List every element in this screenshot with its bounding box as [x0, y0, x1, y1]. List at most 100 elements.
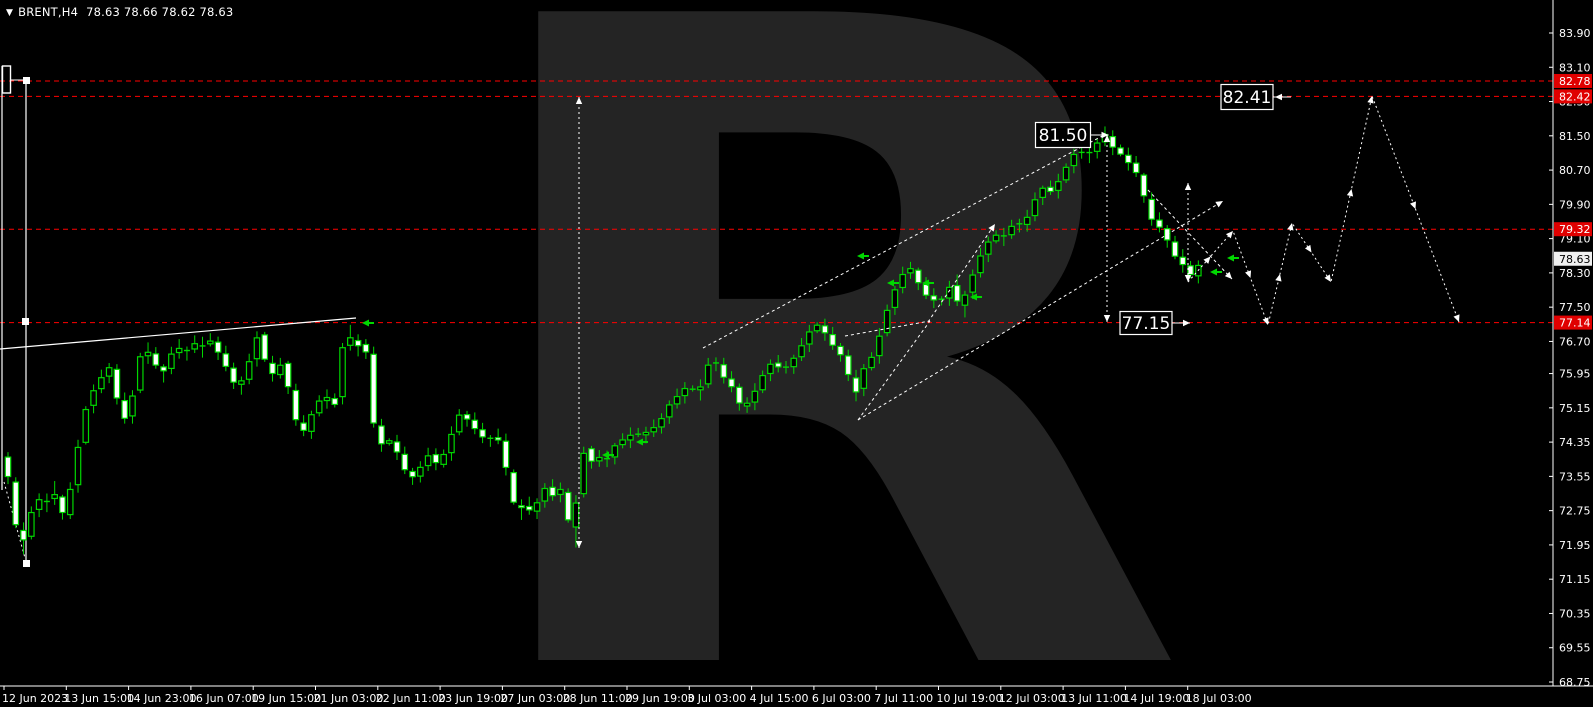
y-axis-label: 79.90 — [1559, 198, 1591, 211]
candle-bear — [300, 422, 307, 431]
candle-bull — [35, 499, 43, 511]
drag-handle-square[interactable] — [23, 560, 30, 567]
green-arrow-mark — [1227, 254, 1234, 262]
y-axis-label: 71.95 — [1559, 539, 1591, 552]
arrowhead-marker — [1262, 317, 1269, 325]
trendline-dashed[interactable] — [927, 223, 996, 323]
arrowhead-marker — [1224, 271, 1232, 279]
candle-bear — [59, 496, 66, 514]
candle-bull — [767, 363, 774, 375]
arrowhead-marker — [1346, 189, 1354, 197]
y-axis-label: 83.10 — [1559, 61, 1591, 74]
trendline-dashed[interactable] — [844, 320, 931, 337]
candle-bear — [518, 505, 525, 509]
candle-bull — [323, 396, 331, 402]
anchor-bracket[interactable] — [1, 65, 12, 94]
arrowhead-marker — [1275, 93, 1282, 101]
trendline-dashed[interactable] — [1147, 189, 1233, 280]
candle-bear — [1140, 174, 1148, 197]
level-price-tag — [1554, 89, 1592, 104]
candle-bear — [1047, 186, 1054, 193]
arrowhead-marker — [1183, 319, 1190, 327]
candle-bear — [829, 334, 836, 346]
arrowhead-marker — [1215, 201, 1223, 208]
x-axis-label: 18 Jul 03:00 — [1186, 692, 1252, 705]
green-arrow-mark — [1210, 268, 1217, 276]
candle-bear — [378, 425, 385, 445]
candle-bull — [681, 387, 689, 397]
candle-bull — [440, 453, 447, 465]
arrowhead-marker — [1367, 96, 1374, 104]
candle-bear — [728, 378, 735, 388]
candle-bull — [907, 268, 914, 274]
current-price-tag — [1554, 251, 1592, 266]
y-axis-label: 75.95 — [1559, 368, 1591, 381]
green-arrow-mark — [970, 293, 977, 301]
candle-bear — [1117, 147, 1124, 155]
arrowhead-marker — [575, 541, 583, 548]
candle-bull — [876, 335, 883, 357]
candle-bear — [432, 454, 440, 464]
symbol-dropdown-icon[interactable]: ▼ — [6, 8, 14, 18]
candle-bear — [261, 334, 269, 360]
candle-bear — [1187, 265, 1194, 276]
callout-text: 81.50 — [1039, 126, 1088, 146]
candle-bear — [160, 366, 167, 372]
candle-bull — [417, 466, 424, 477]
drag-handle-square[interactable] — [23, 77, 30, 84]
candle-bull — [66, 488, 74, 516]
arrowhead-marker — [1287, 223, 1294, 231]
y-axis-label: 72.75 — [1559, 505, 1591, 518]
candle-bear — [510, 472, 518, 503]
candle-bear — [393, 441, 401, 453]
candle-bull — [860, 368, 868, 389]
y-axis-label: 76.70 — [1559, 335, 1591, 348]
y-axis-label: 73.55 — [1559, 470, 1591, 483]
candle-bull — [969, 274, 977, 293]
candle-bull — [424, 455, 432, 467]
candle-bull — [144, 351, 152, 357]
drag-handle-square[interactable] — [22, 318, 29, 325]
candle-bear — [463, 414, 471, 420]
y-axis-label: 80.70 — [1559, 164, 1591, 177]
candle-bull — [253, 337, 261, 360]
candle-bull — [1008, 225, 1015, 236]
candle-bull — [743, 402, 751, 407]
callout-group: 82.41 — [1220, 83, 1291, 111]
candle-bear — [774, 362, 782, 368]
level-price-tag — [1554, 222, 1592, 237]
callout-box[interactable] — [1034, 121, 1092, 149]
candle-bull — [984, 241, 992, 255]
trendline-dashed[interactable] — [857, 200, 1224, 421]
trendline-dashed[interactable] — [857, 320, 931, 421]
candles-group — [4, 126, 1202, 555]
candle-bull — [175, 347, 183, 354]
y-axis-label: 78.30 — [1559, 267, 1591, 280]
x-axis-label: 16 Jun 07:00 — [189, 692, 259, 705]
arrowhead-marker — [1225, 231, 1233, 239]
candle-bull — [448, 433, 455, 454]
candle-bull — [572, 502, 580, 528]
forecast-zigzag[interactable] — [1187, 94, 1460, 327]
level-price-tag-text: 82.78 — [1559, 75, 1591, 88]
watermark-group: R — [450, 0, 1190, 707]
candle-bear — [494, 437, 502, 441]
candle-bull — [1031, 199, 1039, 217]
trendline-dashed[interactable] — [702, 133, 1107, 349]
candle-bear — [1171, 241, 1179, 257]
arrowhead-marker — [1184, 275, 1192, 282]
level-price-tag — [1554, 73, 1592, 88]
trendline-solid[interactable] — [0, 317, 357, 350]
y-axis-label: 71.15 — [1559, 573, 1591, 586]
candle-bull — [992, 234, 1000, 242]
candle-bear — [930, 295, 938, 301]
x-axis-label: 14 Jul 19:00 — [1123, 692, 1189, 705]
y-axis-label: 77.50 — [1559, 301, 1591, 314]
candle-bear — [12, 481, 20, 526]
candle-bear — [549, 486, 556, 497]
arrowhead-marker — [1103, 315, 1111, 322]
candle-bull — [673, 396, 681, 405]
ohlc-quote-label: 78.63 78.66 78.62 78.63 — [86, 5, 234, 19]
candle-bear — [1132, 162, 1140, 174]
